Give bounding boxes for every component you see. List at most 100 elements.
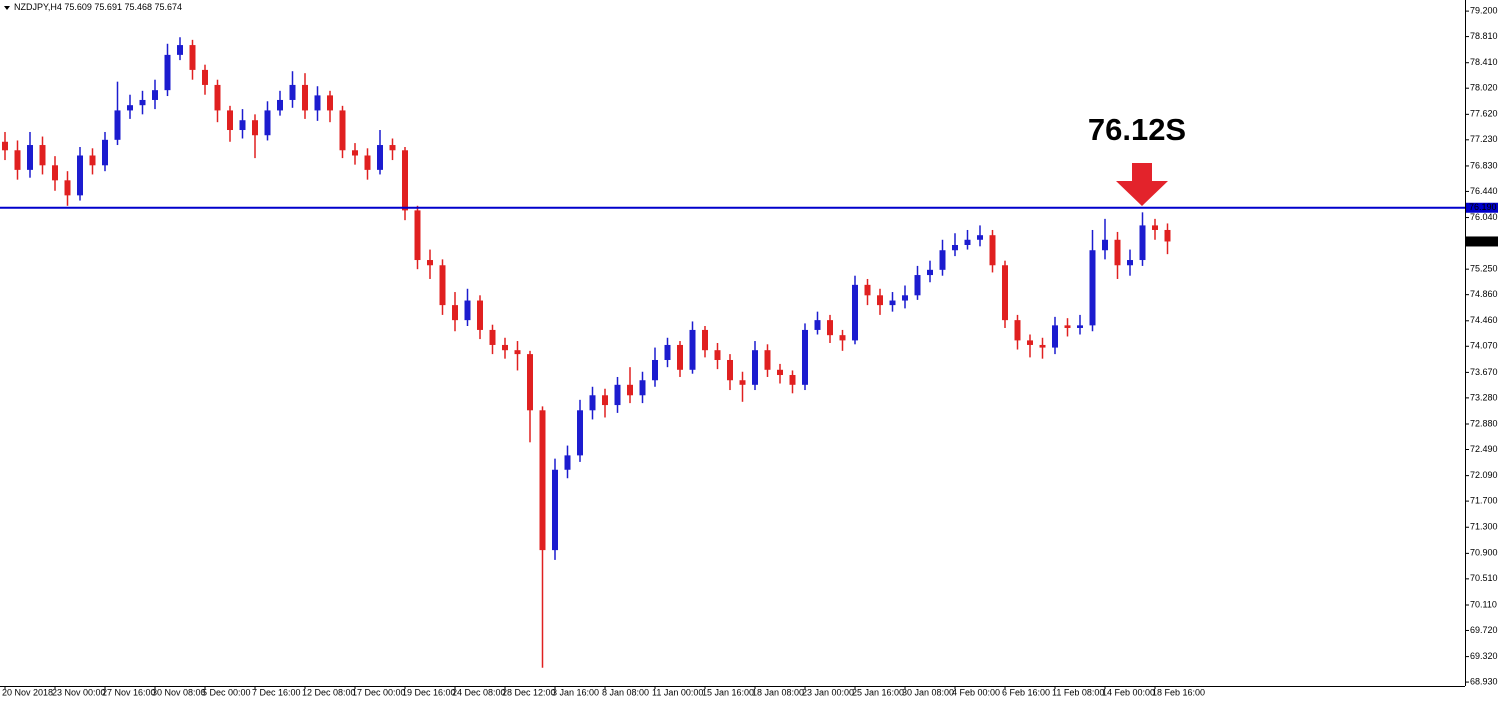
y-tick-label: 72.490 — [1470, 444, 1498, 454]
annotation-arrow — [1116, 163, 1168, 206]
candle-body — [1114, 239, 1121, 266]
y-tick-label: 73.670 — [1470, 367, 1498, 377]
candle-body — [39, 145, 46, 166]
candle-body — [552, 469, 558, 551]
x-tick-label: 12 Dec 08:00 — [302, 687, 356, 697]
x-tick-label: 3 Jan 16:00 — [552, 687, 599, 697]
x-tick-label: 17 Dec 00:00 — [352, 687, 406, 697]
x-tick-label: 6 Feb 16:00 — [1002, 687, 1050, 697]
candle-body — [652, 359, 658, 381]
candle-body — [352, 150, 358, 156]
candle-body — [177, 45, 183, 55]
y-tick-label: 76.440 — [1470, 186, 1498, 196]
y-tick-label: 78.020 — [1470, 83, 1498, 93]
x-tick-label: 19 Dec 16:00 — [402, 687, 456, 697]
candle-body — [227, 110, 233, 131]
x-tick-label: 24 Dec 08:00 — [452, 687, 506, 697]
candle-body — [627, 384, 633, 396]
x-tick-label: 28 Dec 12:00 — [502, 687, 556, 697]
candle-body — [577, 410, 583, 456]
candle-body — [1127, 260, 1133, 266]
x-tick-label: 8 Jan 08:00 — [602, 687, 649, 697]
candle-body — [364, 155, 371, 170]
candle-body — [839, 335, 846, 341]
y-tick-label: 68.930 — [1470, 676, 1498, 686]
x-tick-label: 5 Dec 00:00 — [202, 687, 251, 697]
x-tick-label: 23 Nov 00:00 — [52, 687, 106, 697]
candle-body — [1139, 225, 1146, 261]
candle-body — [164, 54, 171, 91]
y-tick-label: 75.250 — [1470, 264, 1498, 274]
chart-header: NZDJPY,H4 75.609 75.691 75.468 75.674 — [14, 2, 182, 12]
candle-body — [927, 269, 933, 276]
y-tick-label: 76.830 — [1470, 160, 1498, 170]
candle-body — [702, 329, 708, 351]
y-tick-label: 70.900 — [1470, 548, 1498, 558]
candle-body — [664, 344, 671, 360]
candle-body — [402, 150, 408, 211]
candle-body — [52, 165, 58, 181]
candle-body — [589, 395, 596, 411]
level-label: 76.190 — [1469, 202, 1497, 212]
x-tick-label: 20 Nov 2018 — [2, 687, 53, 697]
current-price-label: 75.674 — [1469, 236, 1497, 246]
symbol: NZDJPY,H4 — [14, 2, 62, 12]
x-tick-label: 30 Nov 08:00 — [152, 687, 206, 697]
x-tick-label: 30 Jan 08:00 — [902, 687, 954, 697]
y-tick-label: 78.410 — [1470, 57, 1498, 67]
x-tick-label: 11 Feb 08:00 — [1052, 687, 1104, 697]
candle-body — [377, 145, 383, 170]
x-tick-label: 18 Feb 16:00 — [1152, 687, 1205, 697]
candle-body — [477, 300, 483, 330]
y-tick-label: 69.320 — [1470, 651, 1498, 661]
candle-body — [914, 275, 921, 296]
candle-body — [964, 239, 971, 245]
candle-body — [902, 295, 908, 301]
candle-body — [1027, 340, 1033, 345]
y-tick-label: 73.280 — [1470, 392, 1498, 402]
x-tick-label: 23 Jan 00:00 — [802, 687, 854, 697]
candle-body — [1164, 229, 1171, 242]
candle-body — [114, 110, 121, 140]
y-tick-label: 71.700 — [1470, 495, 1498, 505]
candle-body — [989, 235, 996, 266]
candle-body — [452, 305, 458, 321]
candle-body — [464, 300, 471, 321]
menu-icon[interactable] — [4, 6, 10, 10]
candle-body — [952, 245, 958, 251]
y-tick-label: 76.040 — [1470, 212, 1498, 222]
candle-body — [414, 210, 421, 261]
x-tick-label: 4 Feb 00:00 — [952, 687, 1000, 697]
candle-body — [564, 455, 571, 470]
candle-body — [514, 350, 521, 355]
candle-body — [739, 380, 746, 385]
x-tick-label: 27 Nov 16:00 — [102, 687, 156, 697]
y-tick-label: 69.720 — [1470, 625, 1498, 635]
y-tick-label: 72.880 — [1470, 418, 1498, 428]
y-tick-label: 70.510 — [1470, 573, 1498, 583]
candle-body — [214, 84, 221, 111]
level-label-box — [1466, 202, 1498, 213]
y-tick-label: 79.200 — [1470, 5, 1498, 15]
y-tick-label: 78.810 — [1470, 31, 1498, 41]
y-tick-label: 74.860 — [1470, 289, 1498, 299]
candle-body — [77, 155, 83, 196]
candle-body — [1077, 325, 1083, 328]
candle-body — [827, 320, 833, 336]
candle-body — [1152, 225, 1158, 230]
candle-body — [264, 110, 271, 136]
candle-body — [727, 359, 733, 381]
x-tick-label: 14 Feb 00:00 — [1102, 687, 1155, 697]
candle-body — [127, 105, 133, 111]
y-tick-label: 70.110 — [1470, 599, 1497, 609]
candle-body — [202, 69, 208, 85]
candle-body — [2, 141, 8, 151]
candle-body — [439, 265, 446, 306]
candle-body — [1039, 344, 1046, 348]
x-tick-label: 15 Jan 16:00 — [702, 687, 754, 697]
candle-body — [1089, 250, 1096, 326]
candle-body — [689, 329, 696, 370]
candle-body — [277, 99, 283, 111]
candle-body — [27, 145, 33, 170]
